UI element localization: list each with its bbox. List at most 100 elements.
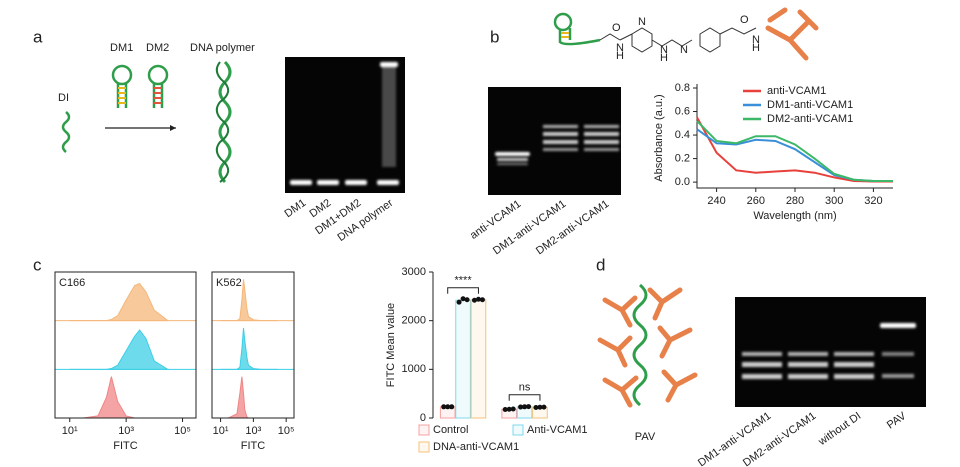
lane-label: DNA polymer bbox=[335, 197, 395, 244]
panel-label: b bbox=[490, 27, 499, 46]
panel-label: a bbox=[33, 27, 43, 46]
data-point bbox=[471, 297, 477, 303]
line bbox=[696, 128, 893, 182]
data-point bbox=[464, 297, 470, 303]
lane-label: DM2-anti-VCAM1 bbox=[741, 410, 818, 467]
legend-swatch bbox=[418, 424, 430, 436]
data-point bbox=[445, 404, 451, 410]
atom: N bbox=[752, 34, 760, 46]
data-point bbox=[456, 299, 462, 305]
y-tick-label: 0.8 bbox=[675, 82, 690, 94]
atom: H bbox=[752, 42, 760, 54]
x-tick-label: 260 bbox=[747, 195, 765, 207]
gel-d bbox=[735, 297, 926, 407]
data-point bbox=[537, 404, 543, 410]
gel-a bbox=[285, 57, 405, 193]
data-point bbox=[518, 404, 524, 410]
panel-label: d bbox=[596, 255, 605, 274]
x-tick-label: 300 bbox=[825, 195, 843, 207]
legend-swatch bbox=[418, 441, 430, 453]
histogram-area bbox=[220, 327, 278, 370]
significance-bracket bbox=[447, 287, 479, 294]
lane-label: DM2-anti-VCAM1 bbox=[534, 198, 611, 257]
x-axis-label: FITC bbox=[241, 440, 265, 452]
y-tick-label: 0 bbox=[420, 412, 426, 424]
data-point bbox=[541, 404, 547, 410]
y-axis-label: Absorbance (a.u.) bbox=[653, 94, 665, 181]
y-tick-label: 0.6 bbox=[675, 105, 690, 117]
lane-label: without DI bbox=[816, 410, 864, 448]
x-tick-label: 320 bbox=[864, 195, 882, 207]
label: DM1 bbox=[110, 42, 133, 54]
atom: N bbox=[616, 42, 624, 54]
y-tick-label: 2000 bbox=[402, 315, 426, 327]
legend-swatch bbox=[512, 424, 524, 436]
data-point bbox=[502, 406, 508, 412]
bar bbox=[455, 299, 471, 419]
di-strand bbox=[61, 111, 71, 153]
x-tick-label: 10⁵ bbox=[174, 425, 191, 437]
atom: O bbox=[612, 22, 621, 34]
arrow-head bbox=[170, 125, 176, 131]
data-point bbox=[449, 404, 455, 410]
polymer bbox=[215, 61, 230, 183]
annotation: ns bbox=[519, 382, 531, 394]
legend-label: DM2-anti-VCAM1 bbox=[767, 113, 853, 125]
data-point bbox=[475, 296, 481, 302]
y-tick-label: 1000 bbox=[402, 363, 426, 375]
x-axis-label: FITC bbox=[113, 440, 137, 452]
lane-label: DM1 bbox=[282, 197, 308, 220]
x-axis-label: Wavelength (nm) bbox=[753, 210, 836, 222]
panel-a-schematic: DI DM1 DM2 DNA polymer bbox=[58, 42, 255, 184]
legend-label: DNA-anti-VCAM1 bbox=[433, 441, 519, 453]
histogram-area bbox=[69, 282, 170, 322]
bar bbox=[470, 299, 487, 419]
plot-title: C166 bbox=[59, 277, 85, 289]
data-point bbox=[533, 405, 539, 411]
rungs bbox=[118, 87, 162, 104]
y-tick-label: 0.2 bbox=[675, 152, 690, 164]
data-point bbox=[522, 404, 528, 410]
legend-label: Control bbox=[433, 424, 468, 436]
caption: PAV bbox=[635, 431, 656, 443]
label: DM2 bbox=[146, 42, 169, 54]
atom: N bbox=[660, 44, 668, 56]
histogram-area bbox=[220, 279, 278, 322]
panel-label: c bbox=[33, 255, 42, 274]
data-point bbox=[506, 406, 512, 412]
plot-frame bbox=[54, 271, 197, 419]
x-tick-label: 10⁵ bbox=[278, 425, 295, 437]
lane-label: PAV bbox=[885, 410, 909, 432]
x-tick-label: 280 bbox=[786, 195, 804, 207]
y-tick-label: 0.0 bbox=[675, 176, 690, 188]
y-axis-label: FITC Mean value bbox=[385, 303, 397, 387]
data-point bbox=[526, 404, 532, 410]
data-point bbox=[441, 404, 447, 410]
data-point bbox=[479, 297, 485, 303]
pav-schematic: PAV bbox=[597, 283, 698, 443]
significance-bracket bbox=[508, 394, 541, 401]
atom: O bbox=[740, 14, 749, 26]
x-tick-label: 10¹ bbox=[62, 425, 78, 437]
histogram-area bbox=[69, 376, 168, 419]
histogram-area bbox=[220, 376, 278, 419]
x-tick-label: 10³ bbox=[118, 425, 134, 437]
legend-label: Anti-VCAM1 bbox=[527, 424, 588, 436]
data-point bbox=[510, 406, 516, 412]
y-tick-label: 3000 bbox=[402, 266, 426, 278]
data-point bbox=[460, 296, 466, 302]
label: DI bbox=[58, 92, 69, 104]
atom: H bbox=[660, 52, 668, 64]
atom: H bbox=[616, 50, 624, 62]
x-tick-label: 240 bbox=[707, 195, 725, 207]
line bbox=[696, 120, 893, 182]
molecule: O N H N N H N O N H bbox=[553, 7, 819, 64]
y-tick-label: 0.4 bbox=[675, 129, 690, 141]
atom: N bbox=[680, 44, 688, 56]
gel-b bbox=[488, 87, 621, 195]
legend-label: anti-VCAM1 bbox=[767, 85, 826, 97]
atom: N bbox=[638, 16, 646, 28]
x-tick-label: 10³ bbox=[245, 425, 261, 437]
histogram-area bbox=[69, 329, 170, 370]
label: DNA polymer bbox=[190, 42, 255, 54]
